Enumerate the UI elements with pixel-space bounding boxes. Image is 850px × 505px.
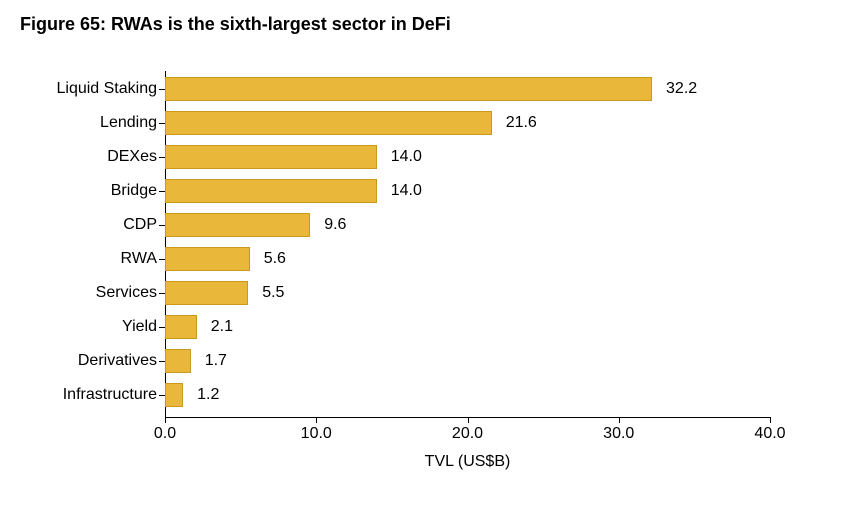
x-tick-label: 40.0 — [754, 425, 785, 443]
x-tick — [770, 417, 771, 423]
plot-area: 0.010.020.030.040.0 TVL (US$B) Liquid St… — [165, 71, 770, 431]
y-tick — [159, 191, 165, 192]
value-label: 14.0 — [391, 179, 422, 203]
bar — [165, 281, 248, 305]
category-label: Infrastructure — [63, 383, 165, 407]
y-tick — [159, 225, 165, 226]
bar-row: Derivatives1.7 — [165, 349, 770, 373]
bar-row: Bridge14.0 — [165, 179, 770, 203]
category-label: Derivatives — [78, 349, 165, 373]
value-label: 14.0 — [391, 145, 422, 169]
value-label: 5.5 — [262, 281, 284, 305]
category-label: Lending — [100, 111, 165, 135]
bar — [165, 145, 377, 169]
value-label: 5.6 — [264, 247, 286, 271]
value-label: 1.2 — [197, 383, 219, 407]
x-tick — [468, 417, 469, 423]
y-tick — [159, 361, 165, 362]
value-label: 1.7 — [205, 349, 227, 373]
x-tick-label: 10.0 — [301, 425, 332, 443]
bar-row: RWA5.6 — [165, 247, 770, 271]
y-tick — [159, 259, 165, 260]
y-tick — [159, 157, 165, 158]
value-label: 9.6 — [324, 213, 346, 237]
y-tick — [159, 395, 165, 396]
x-tick-label: 0.0 — [154, 425, 176, 443]
category-label: Bridge — [111, 179, 165, 203]
bar-row: CDP9.6 — [165, 213, 770, 237]
x-tick-label: 20.0 — [452, 425, 483, 443]
bar-row: Infrastructure1.2 — [165, 383, 770, 407]
bar — [165, 349, 191, 373]
figure-title: Figure 65: RWAs is the sixth-largest sec… — [20, 14, 830, 35]
x-tick — [165, 417, 166, 423]
bar — [165, 179, 377, 203]
bar-row: Liquid Staking32.2 — [165, 77, 770, 101]
bar-row: DEXes14.0 — [165, 145, 770, 169]
y-tick — [159, 123, 165, 124]
value-label: 21.6 — [506, 111, 537, 135]
category-label: Services — [96, 281, 165, 305]
bar — [165, 213, 310, 237]
y-tick — [159, 293, 165, 294]
value-label: 32.2 — [666, 77, 697, 101]
x-tick — [619, 417, 620, 423]
value-label: 2.1 — [211, 315, 233, 339]
bar — [165, 383, 183, 407]
category-label: Liquid Staking — [56, 77, 165, 101]
x-tick-label: 30.0 — [603, 425, 634, 443]
figure-container: Figure 65: RWAs is the sixth-largest sec… — [0, 0, 850, 505]
bar — [165, 77, 652, 101]
x-axis-title: TVL (US$B) — [425, 453, 511, 471]
bar — [165, 315, 197, 339]
bar-row: Yield2.1 — [165, 315, 770, 339]
bar — [165, 111, 492, 135]
y-tick — [159, 89, 165, 90]
category-label: DEXes — [107, 145, 165, 169]
y-tick — [159, 327, 165, 328]
bar-row: Services5.5 — [165, 281, 770, 305]
bar-row: Lending21.6 — [165, 111, 770, 135]
x-tick — [316, 417, 317, 423]
bar — [165, 247, 250, 271]
